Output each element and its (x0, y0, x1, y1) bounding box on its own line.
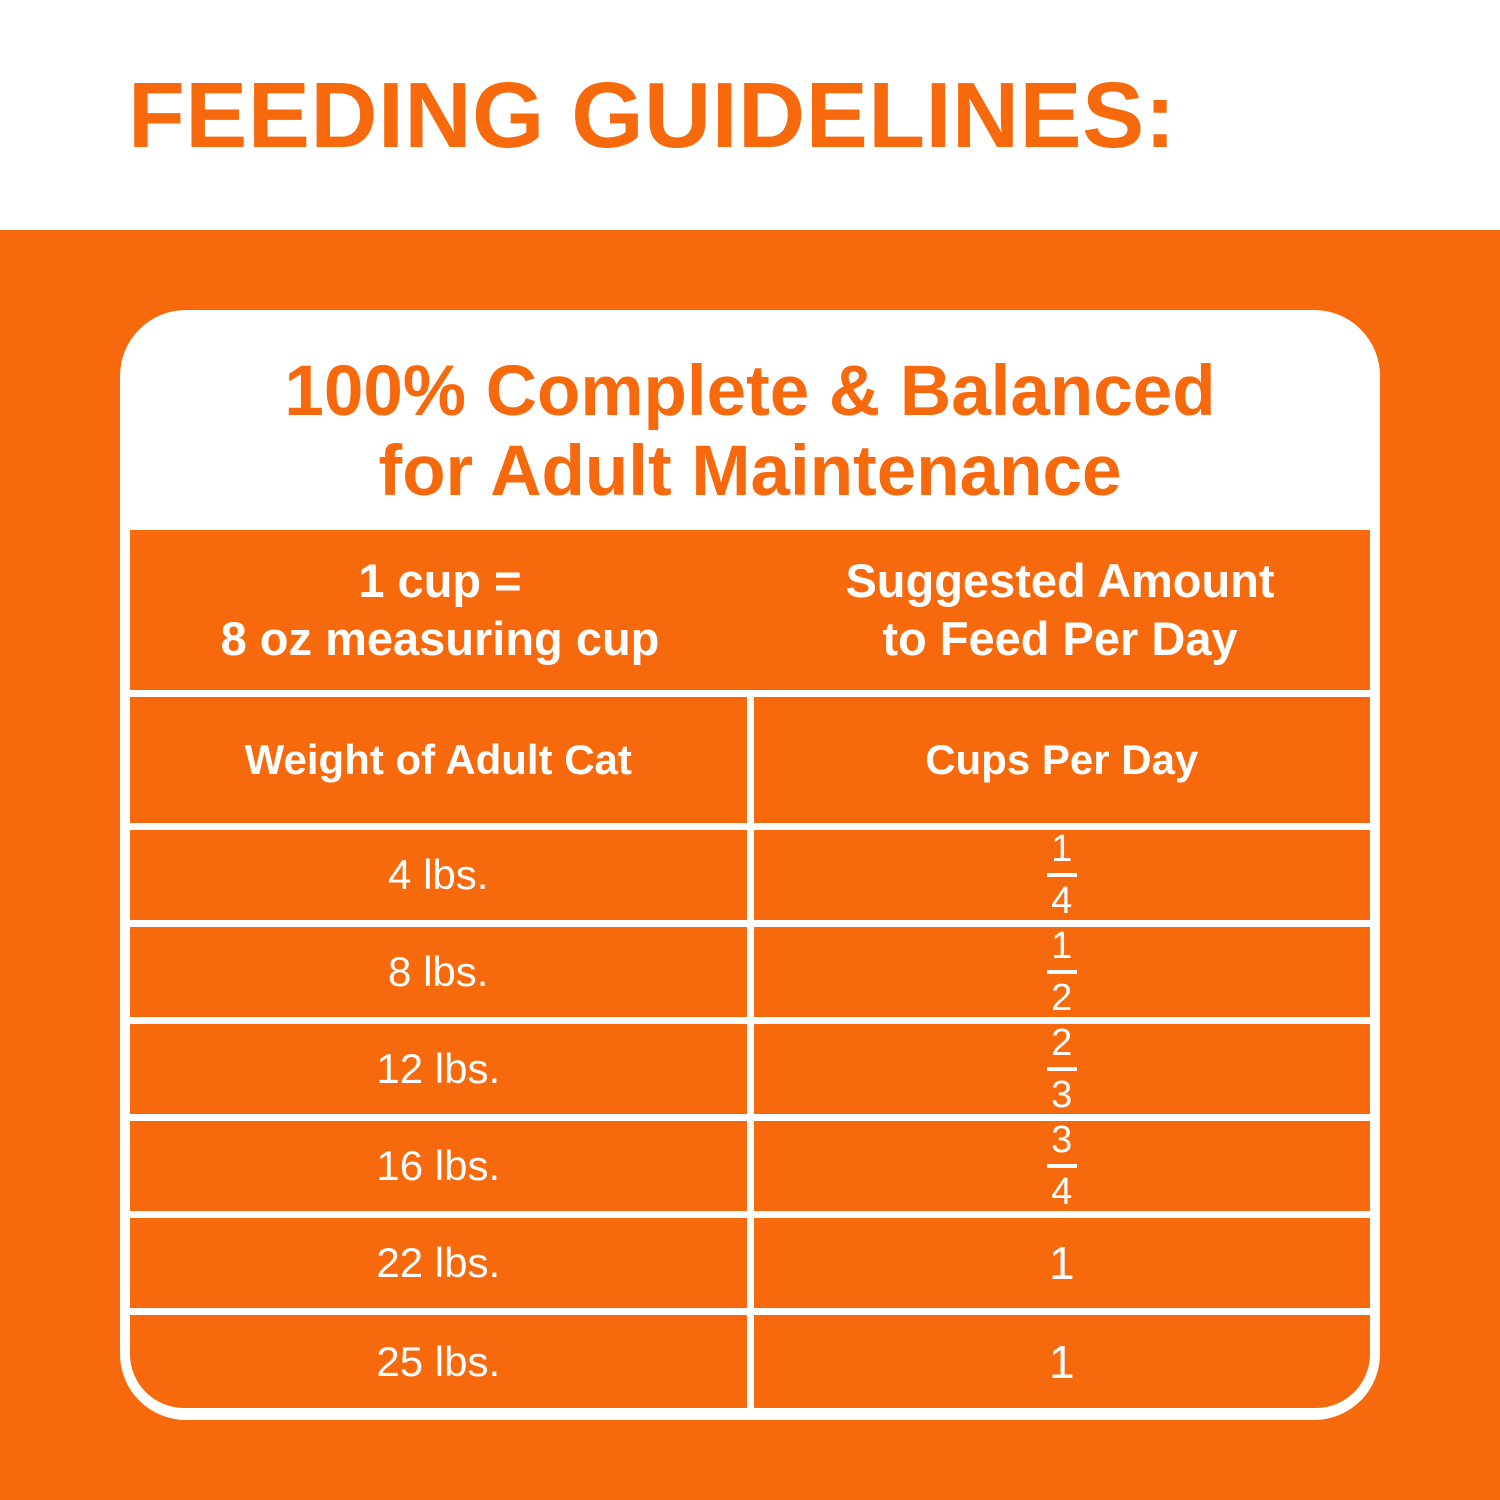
table-row-weight: 25 lbs. (130, 1315, 747, 1408)
table-row-cups: 1 4 (753, 828, 1370, 922)
column-header-cups: Cups Per Day (753, 697, 1370, 823)
fraction-numerator: 2 (1051, 1022, 1073, 1064)
card-title: 100% Complete & Balanced for Adult Maint… (120, 310, 1380, 512)
column-header-weight: Weight of Adult Cat (130, 697, 747, 823)
fraction-numerator: 1 (1051, 828, 1073, 870)
table-row-cups: 1 (753, 1218, 1370, 1308)
card-title-line2: for Adult Maintenance (378, 432, 1122, 511)
fraction-bar (1046, 1164, 1077, 1168)
fraction-bar (1046, 1067, 1077, 1071)
fraction-numerator: 3 (1051, 1119, 1073, 1161)
fraction-value: 2 3 (1046, 1022, 1077, 1116)
fraction-denominator: 4 (1051, 1171, 1073, 1213)
table-row-weight: 16 lbs. (130, 1121, 747, 1211)
table-row-weight: 8 lbs. (130, 927, 747, 1017)
fraction-denominator: 4 (1051, 880, 1073, 922)
fraction-numerator: 1 (1051, 925, 1073, 967)
header-cup-definition-line2: 8 oz measuring cup (220, 612, 660, 665)
guidelines-card: 100% Complete & Balanced for Adult Maint… (120, 310, 1380, 1420)
fraction-denominator: 3 (1051, 1074, 1073, 1116)
card-title-line1: 100% Complete & Balanced (284, 352, 1216, 431)
page-title: FEEDING GUIDELINES: (128, 62, 1177, 167)
orange-background: 100% Complete & Balanced for Adult Maint… (0, 230, 1500, 1500)
table-row-cups: 2 3 (753, 1022, 1370, 1116)
table-header-row: 1 cup = 8 oz measuring cup Suggested Amo… (130, 530, 1370, 690)
table-row-weight: 12 lbs. (130, 1024, 747, 1114)
fraction-denominator: 2 (1051, 977, 1073, 1019)
table-row-weight: 22 lbs. (130, 1218, 747, 1308)
feeding-table: 1 cup = 8 oz measuring cup Suggested Amo… (130, 530, 1370, 1408)
header-suggested-amount-line1: Suggested Amount (845, 554, 1275, 607)
top-white-band: FEEDING GUIDELINES: (0, 0, 1500, 230)
table-row-weight: 4 lbs. (130, 830, 747, 920)
table-row-cups: 3 4 (753, 1119, 1370, 1213)
fraction-value: 1 4 (1046, 828, 1077, 922)
fraction-bar (1046, 970, 1077, 974)
fraction-value: 1 2 (1046, 925, 1077, 1019)
fraction-bar (1046, 873, 1077, 877)
header-suggested-amount-line2: to Feed Per Day (882, 612, 1238, 665)
header-cup-definition: 1 cup = 8 oz measuring cup (130, 530, 750, 690)
table-row-cups: 1 (753, 1315, 1370, 1408)
fraction-value: 3 4 (1046, 1119, 1077, 1213)
header-cup-definition-line1: 1 cup = (358, 554, 522, 607)
header-suggested-amount: Suggested Amount to Feed Per Day (750, 530, 1370, 690)
table-row-cups: 1 2 (753, 925, 1370, 1019)
